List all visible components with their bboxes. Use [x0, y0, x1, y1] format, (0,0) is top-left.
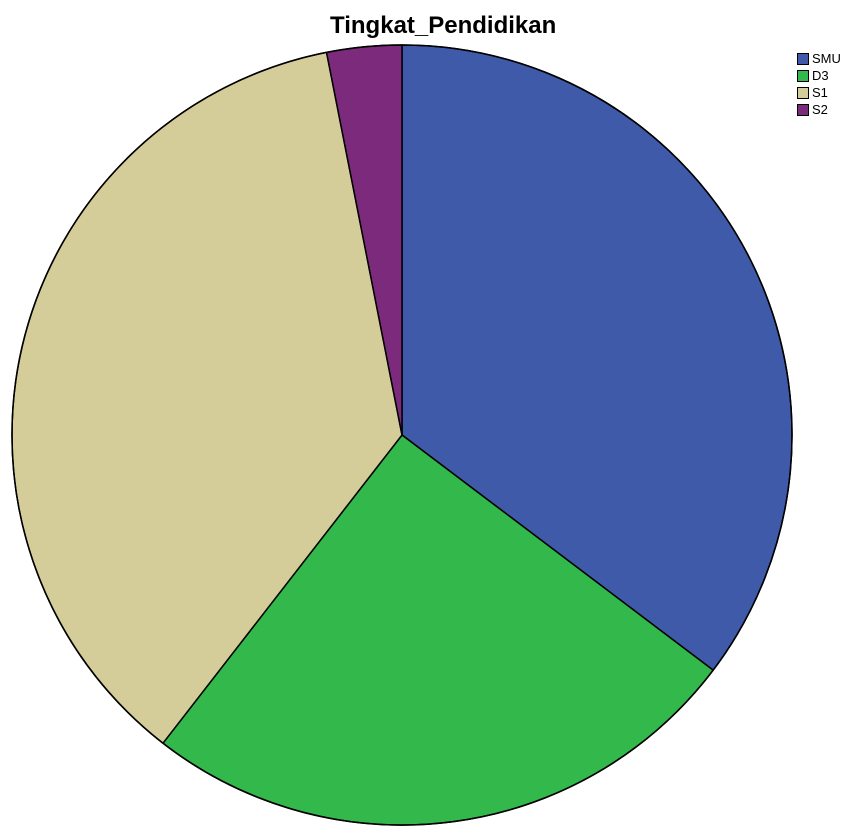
legend-item-smu: SMU — [797, 50, 857, 67]
legend-label-smu: SMU — [812, 50, 841, 66]
legend-swatch-d3 — [797, 69, 809, 82]
legend-item-s2: S2 — [797, 101, 857, 118]
legend-item-d3: D3 — [797, 67, 857, 84]
legend-item-s1: S1 — [797, 84, 857, 101]
pie-slices — [11, 44, 793, 826]
chart-title: Tingkat_Pendidikan — [330, 12, 557, 39]
pie-outline — [11, 44, 793, 826]
legend-swatch-s1 — [797, 86, 809, 99]
legend-swatch-s2 — [797, 103, 809, 116]
legend: SMU D3 S1 S2 — [797, 50, 857, 118]
legend-label-s2: S2 — [812, 101, 828, 117]
legend-swatch-smu — [797, 52, 809, 65]
legend-label-d3: D3 — [812, 67, 829, 83]
legend-label-s1: S1 — [812, 84, 828, 100]
